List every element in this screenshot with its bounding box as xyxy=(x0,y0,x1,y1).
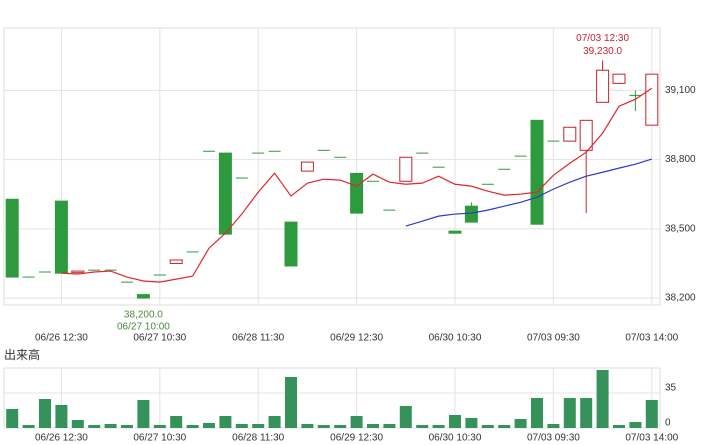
candle-body xyxy=(169,259,183,264)
volume-bar xyxy=(55,405,68,428)
candle-body xyxy=(284,221,298,267)
volume-bar xyxy=(285,377,297,428)
volume-bar xyxy=(252,424,265,428)
y-tick-label: 39,100 xyxy=(665,85,696,96)
volume-tick-label: 35 xyxy=(665,383,677,394)
candle-body xyxy=(645,73,659,126)
volume-bar xyxy=(137,400,150,428)
volume-x-tick-label: 06/30 10:30 xyxy=(429,433,482,444)
candle-body xyxy=(300,161,314,172)
volume-title: 出来高 xyxy=(4,347,40,362)
x-tick-label: 06/29 12:30 xyxy=(330,333,383,344)
x-tick-label: 06/27 10:30 xyxy=(133,333,186,344)
volume-bar xyxy=(432,425,445,428)
candle-body xyxy=(563,126,577,142)
volume-bar xyxy=(563,398,576,428)
volume-bar xyxy=(580,398,593,428)
volume-x-tick-label: 06/29 12:30 xyxy=(330,433,383,444)
volume-bar xyxy=(203,423,215,428)
candle-body xyxy=(5,198,19,278)
x-tick-label: 07/03 14:00 xyxy=(625,333,678,344)
moving-average-line xyxy=(61,87,653,283)
volume-bar xyxy=(6,409,19,428)
volume-bar xyxy=(613,425,625,428)
volume-bar xyxy=(235,424,248,428)
candle-body xyxy=(136,294,150,299)
volume-x-tick-label: 06/28 11:30 xyxy=(232,433,285,444)
annotation-text: 06/27 10:00 xyxy=(117,322,170,333)
volume-tick-label: 0 xyxy=(665,418,671,429)
volume-bar xyxy=(350,416,363,428)
candle-body xyxy=(218,152,232,235)
candle-body xyxy=(399,156,413,182)
volume-bar xyxy=(334,425,347,428)
x-tick-label: 06/30 10:30 xyxy=(429,333,482,344)
moving-average-line xyxy=(405,158,652,227)
annotation-text: 39,230.0 xyxy=(583,46,622,57)
volume-bar xyxy=(514,419,527,428)
y-tick-label: 38,800 xyxy=(665,154,696,165)
volume-bar xyxy=(449,415,461,428)
volume-bar xyxy=(153,425,166,428)
volume-bar xyxy=(39,399,51,428)
annotation-text: 07/03 12:30 xyxy=(576,33,629,44)
volume-bar xyxy=(531,398,543,428)
volume-bar xyxy=(367,424,379,428)
volume-bar xyxy=(481,425,494,428)
candle-body xyxy=(464,205,478,223)
volume-bar xyxy=(22,425,35,428)
volume-bar xyxy=(465,418,478,428)
x-tick-label: 06/28 11:30 xyxy=(232,333,285,344)
volume-frame xyxy=(3,367,661,429)
y-tick-label: 38,200 xyxy=(665,293,696,304)
volume-bar xyxy=(219,416,232,428)
candle-body xyxy=(54,200,68,274)
plot-frame xyxy=(3,27,661,306)
volume-bar xyxy=(88,425,101,428)
volume-bar xyxy=(547,424,560,428)
volume-bar xyxy=(317,425,330,428)
volume-bar xyxy=(498,425,511,428)
volume-bar xyxy=(629,422,642,428)
volume-bar xyxy=(383,424,396,428)
volume-bar xyxy=(121,425,133,428)
annotation-text: 38,200.0 xyxy=(124,310,163,321)
volume-bar xyxy=(596,370,609,428)
volume-bar xyxy=(301,424,314,428)
volume-x-tick-label: 06/26 12:30 xyxy=(35,433,88,444)
volume-x-tick-label: 07/03 09:30 xyxy=(527,433,580,444)
candle-body xyxy=(612,73,626,84)
y-tick-label: 38,500 xyxy=(665,223,696,234)
candle-body xyxy=(530,119,544,225)
candle-body xyxy=(71,270,85,274)
volume-x-tick-label: 06/27 10:30 xyxy=(133,433,186,444)
volume-x-tick-label: 07/03 14:00 xyxy=(625,433,678,444)
volume-bar xyxy=(645,400,658,428)
volume-bar xyxy=(71,420,84,428)
volume-bar xyxy=(399,406,412,428)
candle-body xyxy=(579,119,593,151)
x-tick-label: 07/03 09:30 xyxy=(527,333,580,344)
candle-body xyxy=(350,172,364,214)
volume-bar xyxy=(186,425,199,428)
volume-bar xyxy=(268,416,281,428)
volume-bar xyxy=(170,416,183,428)
volume-bar xyxy=(104,424,117,428)
candle-body xyxy=(448,230,462,234)
candle-body xyxy=(596,69,610,103)
x-tick-label: 06/26 12:30 xyxy=(35,333,88,344)
volume-bar xyxy=(416,425,429,428)
